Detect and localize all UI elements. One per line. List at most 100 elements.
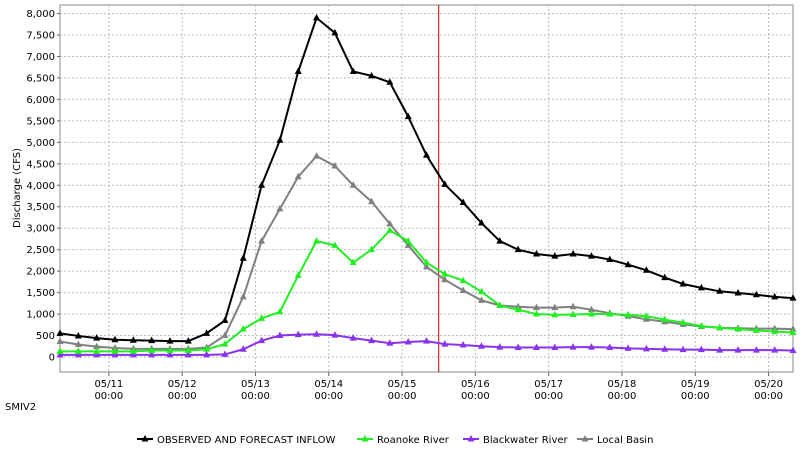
data-point-marker [386,219,394,227]
data-point-marker [74,340,82,348]
data-point-marker [642,344,650,352]
data-point-marker [258,237,266,244]
x-tick-date: 05/19 [681,379,710,390]
data-point-marker [276,136,284,143]
data-point-marker [129,336,137,343]
data-point-marker [514,343,522,351]
y-tick-label: 3,500 [26,202,55,213]
data-point-marker [56,350,64,358]
data-point-marker [569,310,577,317]
data-point-marker [752,346,760,353]
x-tick-time: 00:00 [314,391,343,402]
y-tick-label: 2,000 [26,267,55,278]
model-label: SMIV2 [5,402,37,413]
data-point-marker [789,325,797,332]
series-group [56,13,797,358]
data-point-marker [349,67,357,75]
data-point-marker [514,245,522,253]
data-point-marker [148,346,156,354]
y-tick-label: 6,500 [26,73,55,84]
data-point-marker [148,336,156,344]
data-point-marker [459,198,467,205]
data-point-marker [294,172,302,180]
data-point-marker [496,343,504,350]
data-point-marker [349,334,357,341]
legend-swatch-marker [141,435,149,442]
data-point-marker [697,345,705,353]
data-point-marker [221,350,229,357]
data-point-marker [368,71,376,79]
data-point-marker [532,343,540,351]
data-point-marker [331,28,339,36]
x-tick-date: 05/20 [754,379,783,390]
data-point-marker [423,337,430,344]
data-point-marker [111,350,119,358]
data-point-marker [661,345,669,352]
y-tick-label: 3,000 [26,224,55,235]
data-point-marker [404,241,412,248]
y-tick-label: 2,500 [26,245,55,256]
data-point-marker [477,296,485,303]
x-tick-time: 00:00 [608,391,637,402]
data-point-marker [679,345,687,353]
data-point-marker [294,271,302,278]
data-point-marker [221,331,229,339]
data-point-marker [368,336,376,344]
x-tick-date: 05/15 [388,379,417,390]
data-point-marker [441,180,449,187]
data-point-marker [532,249,540,257]
data-point-marker [441,340,449,347]
data-point-marker [551,252,559,259]
data-point-marker [294,330,302,338]
legend: OBSERVED AND FORECAST INFLOW Roanoke Rive… [137,435,653,446]
data-point-marker [203,345,211,352]
data-point-marker [386,226,394,233]
data-point-marker [239,345,247,352]
data-point-marker [587,343,595,350]
data-point-marker [313,237,321,244]
data-point-marker [221,316,229,323]
y-tick-label: 4,000 [26,181,55,192]
data-point-marker [423,258,430,266]
x-tick-time: 00:00 [534,391,563,402]
x-tick-time: 00:00 [461,391,490,402]
x-tick-time: 00:00 [168,391,197,402]
data-point-marker [313,13,321,21]
data-point-marker [661,273,669,281]
data-point-marker [624,260,632,268]
data-point-marker [661,315,669,323]
data-point-marker [752,290,760,298]
plot-area [59,4,794,373]
data-point-marker [404,112,412,120]
data-point-marker [569,343,577,350]
series-2 [56,330,797,358]
data-point-marker [532,303,540,311]
data-point-marker [313,152,321,159]
data-point-marker [679,280,687,287]
data-point-marker [423,151,430,158]
x-tick-date: 05/12 [168,379,197,390]
series-0 [56,13,797,344]
x-tick-time: 00:00 [681,391,710,402]
data-point-marker [349,258,357,266]
data-point-marker [93,334,101,341]
data-point-marker [148,350,156,358]
data-point-marker [624,344,632,351]
data-point-marker [697,283,705,291]
data-point-marker [716,323,724,331]
legend-swatch-marker [361,435,369,442]
data-point-marker [74,331,82,339]
data-point-marker [368,245,376,253]
data-point-marker [203,350,211,358]
x-tick-time: 00:00 [388,391,417,402]
data-point-marker [258,336,266,344]
x-tick-date: 05/18 [608,379,637,390]
x-tick-time: 00:00 [241,391,270,402]
x-tick-date: 05/13 [241,379,270,390]
data-point-marker [258,181,266,188]
data-point-marker [606,310,614,317]
data-point-marker [496,237,504,244]
y-tick-label: 4,500 [26,159,55,170]
data-point-marker [606,255,614,263]
data-point-marker [771,346,779,353]
